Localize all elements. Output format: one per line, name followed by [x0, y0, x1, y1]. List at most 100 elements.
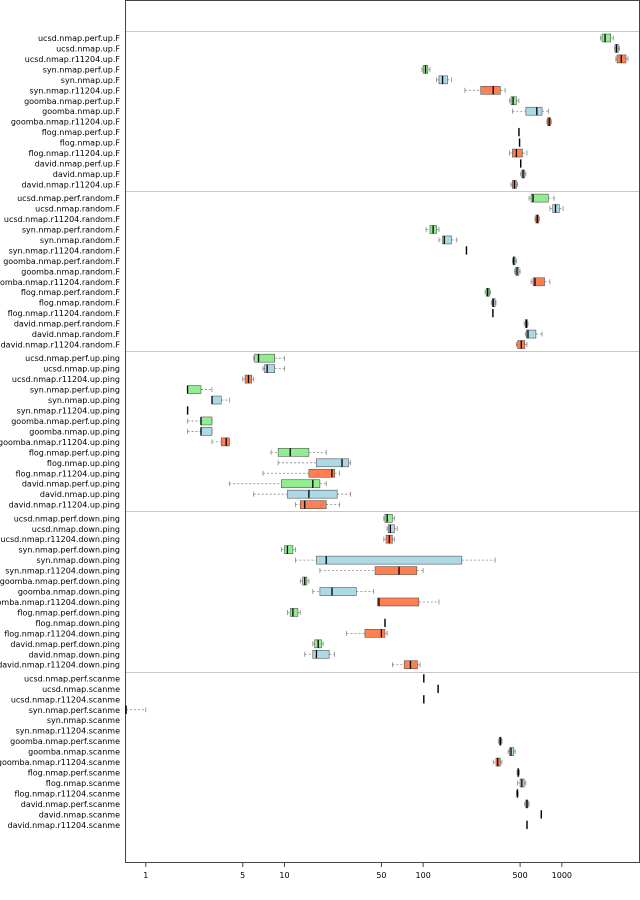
iqr-box	[526, 329, 537, 339]
box-syn.nmap.r11204.down.ping	[319, 566, 424, 575]
box-david.nmap.r11204.up.F	[510, 180, 519, 189]
box-david.nmap.r11204.scanme	[526, 820, 528, 830]
iqr-box	[200, 427, 213, 436]
box-ucsd.nmap.perf.scanme	[423, 674, 425, 683]
row-label: syn.nmap.r11204.scanme	[16, 727, 121, 736]
iqr-box	[299, 500, 327, 509]
row-label: ucsd.nmap.down.ping	[32, 525, 120, 534]
row-label: david.nmap.perf.scanme	[21, 800, 120, 809]
row-label: goomba.nmap.perf.scanme	[10, 737, 120, 746]
row-label: syn.nmap.r11204.up.ping	[17, 407, 120, 416]
row-label: goomba.nmap.up.F	[42, 107, 120, 116]
box-ucsd.nmap.scanme	[437, 684, 439, 694]
row-label: david.nmap.up.F	[53, 170, 121, 179]
box-flog.nmap.r11204.random.F	[492, 308, 494, 318]
box-syn.nmap.up.ping	[211, 395, 230, 405]
row-label: syn.nmap.r11204.random.F	[9, 246, 121, 255]
iqr-box	[187, 385, 202, 394]
row-label: flog.nmap.r11204.random.F	[8, 309, 121, 318]
row-label: syn.nmap.r11204.up.F	[30, 86, 121, 95]
box-syn.nmap.random.F	[438, 235, 458, 245]
x-tick-label: 50	[376, 871, 386, 880]
iqr-box	[530, 193, 549, 203]
boxes-layer	[125, 33, 629, 830]
box-flog.nmap.up.ping	[277, 458, 352, 468]
box-flog.nmap.perf.up.ping	[270, 448, 327, 457]
box-goomba.nmap.perf.scanme	[498, 736, 503, 746]
box-flog.nmap.up.F	[518, 138, 521, 147]
box-david.nmap.perf.up.F	[520, 159, 522, 168]
row-label: syn.nmap.perf.up.F	[43, 65, 121, 74]
box-ucsd.nmap.up.ping	[262, 364, 285, 373]
row-label: goomba.nmap.random.F	[21, 267, 120, 276]
iqr-box	[442, 235, 452, 245]
row-label: goomba.nmap.perf.random.F	[3, 257, 120, 266]
box-ucsd.nmap.perf.down.ping	[383, 513, 395, 523]
row-label: syn.nmap.random.F	[40, 236, 120, 245]
row-label: david.nmap.down.ping	[28, 650, 120, 659]
row-label: flog.nmap.perf.down.ping	[17, 608, 120, 617]
iqr-box	[264, 364, 275, 373]
iqr-box	[377, 597, 420, 607]
iqr-box	[289, 608, 299, 617]
iqr-box	[316, 555, 463, 565]
row-label: goomba.nmap.perf.up.F	[24, 97, 120, 106]
iqr-box	[480, 86, 501, 95]
row-label: goomba.nmap.down.ping	[18, 588, 120, 597]
row-label: ucsd.nmap.r11204.down.ping	[0, 535, 120, 544]
x-tick-label: 10	[279, 871, 289, 880]
row-label: ucsd.nmap.perf.scanme	[24, 674, 120, 683]
iqr-box	[277, 448, 310, 457]
row-label: flog.nmap.perf.up.ping	[29, 448, 120, 457]
box-syn.nmap.perf.up.ping	[186, 385, 213, 394]
row-label: ucsd.nmap.r11204.up.F	[25, 55, 121, 64]
row-label: flog.nmap.scanme	[46, 779, 120, 788]
box-david.nmap.up.F	[520, 169, 527, 179]
row-label: david.nmap.r11204.down.ping	[0, 661, 120, 670]
row-label: ucsd.nmap.perf.random.F	[17, 194, 120, 203]
box-goomba.nmap.scanme	[507, 747, 516, 756]
row-label: goomba.nmap.scanme	[28, 748, 120, 757]
iqr-box	[438, 75, 448, 85]
box-goomba.nmap.perf.random.F	[511, 256, 517, 266]
row-label: flog.nmap.perf.scanme	[28, 769, 120, 778]
box-david.nmap.perf.up.ping	[228, 479, 327, 489]
row-label: david.nmap.r11204.random.F	[1, 341, 121, 350]
row-label: ucsd.nmap.random.F	[35, 205, 120, 214]
iqr-box	[512, 148, 523, 158]
row-label: goomba.nmap.r11204.scanme	[0, 758, 120, 767]
iqr-box	[364, 629, 386, 638]
iqr-box	[319, 587, 357, 596]
iqr-box	[281, 479, 321, 489]
box-flog.nmap.perf.down.ping	[287, 608, 301, 617]
box-david.nmap.perf.scanme	[524, 799, 530, 809]
x-tick-label: 1000	[552, 871, 572, 880]
box-flog.nmap.down.ping	[384, 618, 386, 628]
row-label: ucsd.nmap.r11204.random.F	[4, 215, 120, 224]
row-label: flog.nmap.r11204.up.ping	[16, 469, 120, 478]
box-syn.nmap.r11204.up.F	[464, 86, 506, 95]
row-label: david.nmap.perf.up.ping	[22, 480, 120, 489]
box-ucsd.nmap.r11204.up.ping	[242, 374, 255, 384]
row-label: syn.nmap.perf.up.ping	[30, 386, 120, 395]
box-david.nmap.scanme	[540, 810, 543, 819]
iqr-box	[312, 649, 330, 659]
row-label: david.nmap.r11204.up.ping	[9, 501, 120, 510]
iqr-box	[211, 395, 222, 405]
box-goomba.nmap.r11204.scanme	[492, 757, 503, 767]
box-syn.nmap.perf.scanme	[125, 705, 147, 715]
row-label: syn.nmap.r11204.down.ping	[5, 567, 120, 576]
box-ucsd.nmap.perf.random.F	[528, 193, 555, 203]
box-ucsd.nmap.perf.up.ping	[253, 353, 285, 363]
box-syn.nmap.perf.random.F	[425, 225, 440, 234]
row-label: flog.nmap.r11204.up.F	[28, 149, 120, 158]
box-goomba.nmap.random.F	[514, 267, 521, 276]
row-label: ucsd.nmap.perf.up.ping	[25, 354, 120, 363]
row-label: syn.nmap.scanme	[47, 716, 120, 725]
box-david.nmap.r11204.random.F	[515, 340, 528, 349]
row-label: goomba.nmap.r11204.random.F	[0, 278, 120, 287]
box-flog.nmap.r11204.up.F	[509, 148, 528, 158]
row-label: ucsd.nmap.perf.down.ping	[14, 514, 120, 523]
row-label: david.nmap.r11204.up.F	[21, 180, 120, 189]
box-flog.nmap.perf.up.F	[518, 127, 520, 137]
